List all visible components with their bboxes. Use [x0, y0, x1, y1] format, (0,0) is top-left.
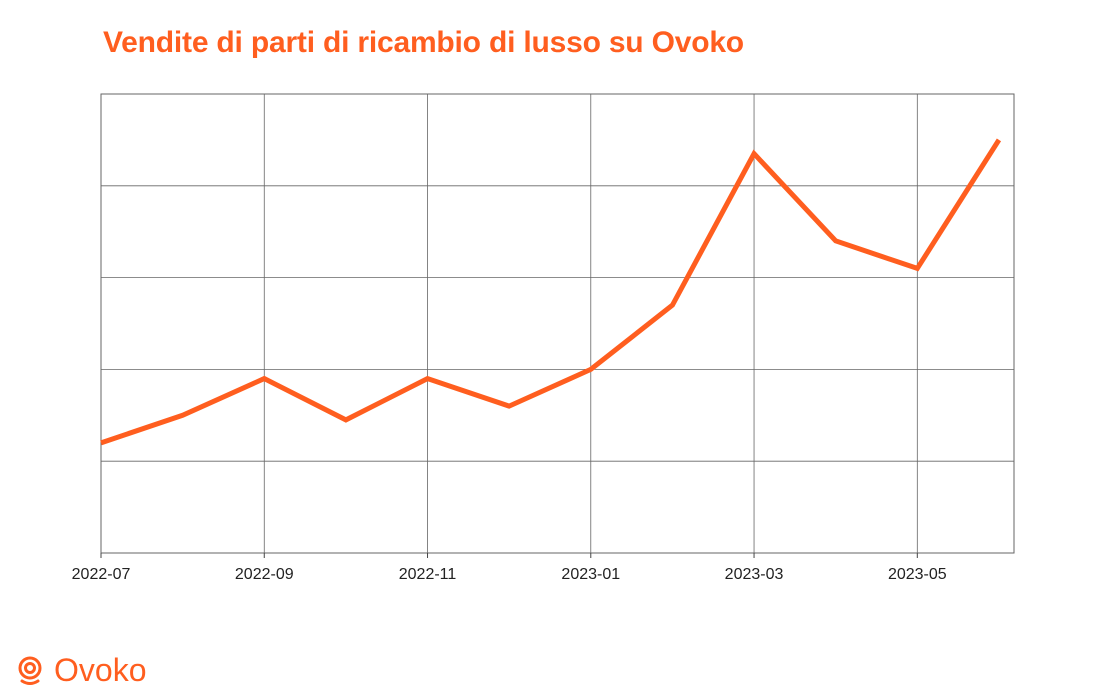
brand-name: Ovoko [54, 652, 146, 689]
plot-frame [101, 94, 1014, 553]
x-tick-label: 2022-09 [235, 566, 294, 583]
x-tick-label: 2022-11 [399, 566, 457, 583]
series-line [101, 140, 999, 443]
ovoko-logo-icon [16, 656, 44, 686]
x-tick-label: 2023-01 [561, 566, 620, 583]
x-tick-label: 2022-07 [72, 566, 131, 583]
x-tick-label: 2023-05 [888, 566, 947, 583]
x-tick-label: 2023-03 [725, 566, 784, 583]
ovoko-logo: Ovoko [16, 652, 146, 689]
